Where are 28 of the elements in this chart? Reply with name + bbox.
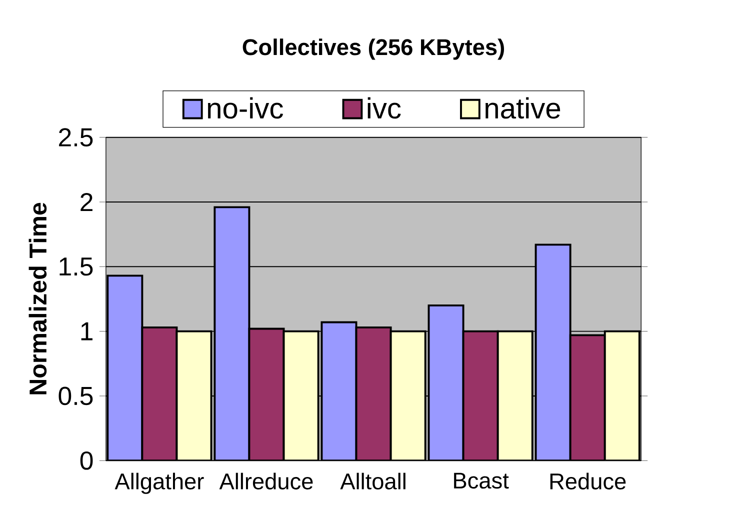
- bar: [284, 332, 318, 461]
- chart-title: Collectives (256 KBytes): [242, 38, 504, 60]
- legend-label: no-ivc: [208, 98, 284, 119]
- y-tick-label: 2: [80, 193, 92, 212]
- bar: [498, 332, 532, 461]
- y-axis-title: Normalized Time: [28, 203, 47, 395]
- bar: [428, 306, 464, 461]
- legend-label: ivc: [368, 98, 401, 119]
- y-tick-label: 0: [80, 452, 93, 470]
- y-tick-label: 1.5: [60, 258, 93, 276]
- y-tick-label: 2.5: [59, 128, 93, 147]
- bar: [390, 332, 426, 461]
- x-tick-label: Allreduce: [219, 473, 313, 490]
- bar: [356, 328, 391, 461]
- y-tick-label: 1: [81, 322, 92, 340]
- legend-label: native: [486, 98, 560, 119]
- bar: [176, 332, 212, 461]
- bar: [249, 328, 284, 461]
- x-tick-label: Bcast: [454, 473, 509, 489]
- bar: [463, 332, 498, 461]
- bar: [214, 207, 250, 461]
- bar: [108, 276, 142, 461]
- x-tick-label: Allgather: [114, 473, 204, 494]
- x-tick-label: Reduce: [550, 473, 626, 490]
- bar: [142, 328, 177, 461]
- bar: [322, 322, 356, 461]
- y-tick-label: 0.5: [58, 387, 93, 406]
- x-tick-label: Alltoall: [340, 473, 406, 490]
